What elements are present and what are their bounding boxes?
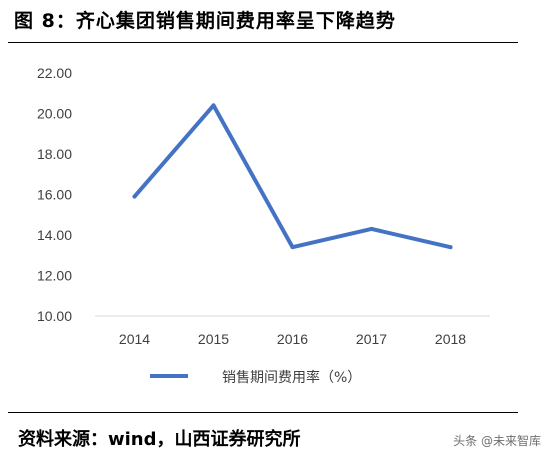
x-tick-label: 2015 <box>198 331 229 347</box>
series-line <box>132 103 453 250</box>
y-tick-label: 16.00 <box>37 187 72 203</box>
y-tick-label: 20.00 <box>37 106 72 122</box>
series-group <box>132 103 453 250</box>
source-divider <box>8 412 518 413</box>
watermark: 头条 @未来智库 <box>453 434 541 448</box>
y-tick-label: 18.00 <box>37 146 72 162</box>
line-chart: 10.00 12.00 14.00 16.00 18.00 20.00 22.00 2014… <box>37 65 490 386</box>
x-tick-label: 2016 <box>277 331 308 347</box>
x-axis: 2014 2015 2016 2017 2018 <box>119 331 466 347</box>
y-tick-label: 22.00 <box>37 65 72 81</box>
x-tick-label: 2018 <box>435 331 466 347</box>
legend-label: 销售期间费用率（%） <box>222 369 361 386</box>
data-point <box>211 103 216 108</box>
data-point <box>369 226 374 231</box>
y-tick-label: 10.00 <box>37 308 72 324</box>
source-note: 资料来源：wind，山西证券研究所 <box>18 429 301 450</box>
data-point <box>132 194 137 199</box>
legend: 销售期间费用率（%） <box>150 369 361 386</box>
y-tick-label: 12.00 <box>37 268 72 284</box>
title-divider <box>8 42 518 43</box>
figure-title: 图 8：齐心集团销售期间费用率呈下降趋势 <box>14 10 396 32</box>
y-tick-label: 14.00 <box>37 227 72 243</box>
y-axis: 10.00 12.00 14.00 16.00 18.00 20.00 22.00 <box>37 65 72 324</box>
data-point <box>448 245 453 250</box>
x-tick-label: 2014 <box>119 331 150 347</box>
x-tick-label: 2017 <box>356 331 387 347</box>
data-point <box>290 245 295 250</box>
